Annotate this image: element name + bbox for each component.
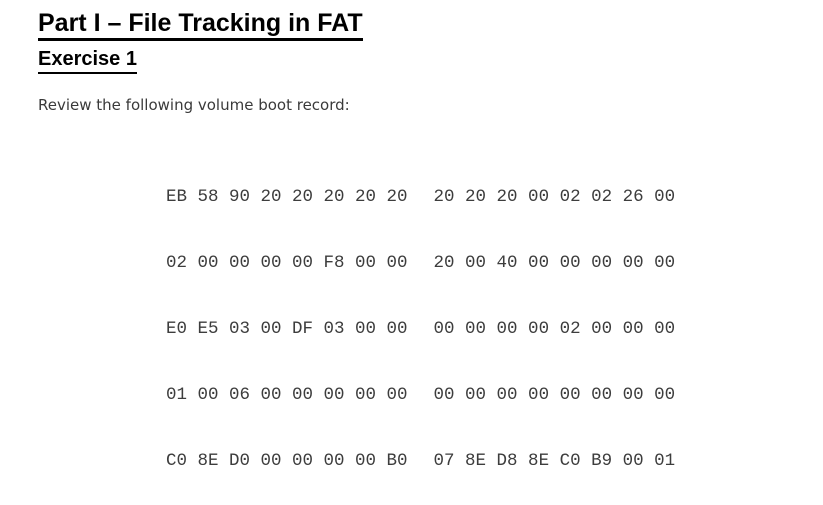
exercise-heading: Exercise 1 — [38, 49, 823, 74]
hex-row-right: 20 20 20 00 02 02 26 00 — [433, 187, 676, 207]
hex-dump: EB 58 90 20 20 20 20 20 20 20 20 00 02 02… — [166, 142, 823, 505]
hex-row: EB 58 90 20 20 20 20 20 20 20 20 00 02 02… — [166, 186, 823, 208]
page-title: Part I – File Tracking in FAT — [38, 10, 823, 41]
hex-row-left: C0 8E D0 00 00 00 00 B0 — [166, 451, 408, 471]
hex-row-left: E0 E5 03 00 DF 03 00 00 — [166, 319, 408, 339]
hex-row-right: 00 00 00 00 00 00 00 00 — [433, 385, 676, 405]
hex-row-right: 20 00 40 00 00 00 00 00 — [433, 253, 676, 273]
exercise-heading-text: Exercise 1 — [38, 49, 137, 74]
hex-row: E0 E5 03 00 DF 03 00 00 00 00 00 00 02 00… — [166, 318, 823, 340]
hex-row: 02 00 00 00 00 F8 00 00 20 00 40 00 00 00… — [166, 252, 823, 274]
page-title-text: Part I – File Tracking in FAT — [38, 10, 363, 41]
hex-row-left: EB 58 90 20 20 20 20 20 — [166, 187, 408, 207]
intro-text: Review the following volume boot record: — [38, 96, 350, 114]
hex-row-right: 07 8E D8 8E C0 B9 00 01 — [433, 451, 676, 471]
hex-row: 01 00 06 00 00 00 00 00 00 00 00 00 00 00… — [166, 384, 823, 406]
hex-row-right: 00 00 00 00 02 00 00 00 — [433, 319, 676, 339]
hex-row: C0 8E D0 00 00 00 00 B0 07 8E D8 8E C0 B9… — [166, 450, 823, 472]
hex-row-left: 01 00 06 00 00 00 00 00 — [166, 385, 408, 405]
hex-row-left: 02 00 00 00 00 F8 00 00 — [166, 253, 408, 273]
